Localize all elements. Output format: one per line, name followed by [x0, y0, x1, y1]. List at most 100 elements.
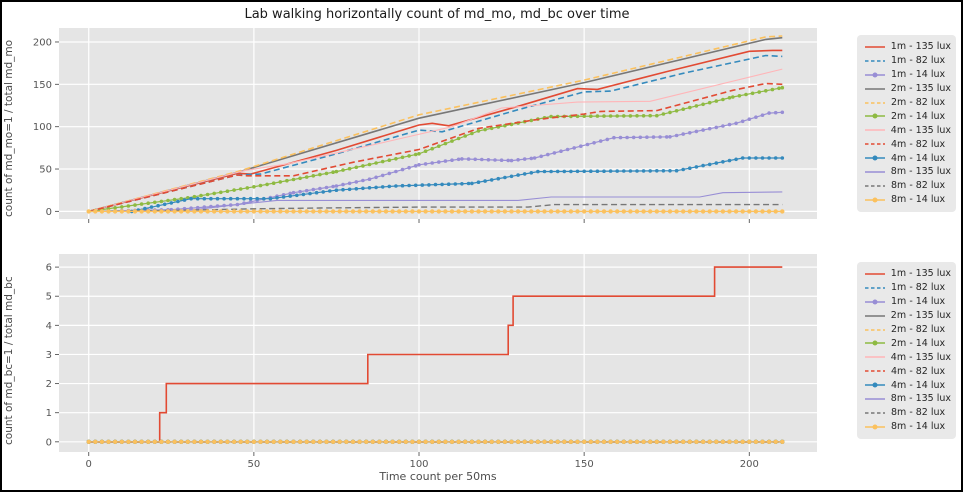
series-marker — [437, 144, 441, 148]
legend-line-sample — [865, 129, 885, 131]
series-line — [88, 191, 783, 212]
series-marker — [482, 209, 488, 214]
series-marker — [288, 191, 293, 196]
legend-line-sample — [865, 382, 885, 388]
series-marker — [126, 204, 131, 208]
series-marker — [413, 152, 418, 157]
series-marker — [298, 189, 302, 194]
legend-line-sample — [865, 185, 885, 187]
series-marker — [205, 439, 210, 444]
series-marker — [625, 135, 629, 140]
series-marker — [727, 158, 732, 163]
series-marker — [559, 149, 563, 153]
y-tick-label: 0 — [46, 207, 52, 218]
series-marker — [278, 180, 283, 184]
chart-title: Lab walking horizontally count of md_mo,… — [244, 7, 630, 22]
series-marker — [588, 209, 593, 214]
legend-label: 2m - 14 lux — [891, 337, 946, 349]
series-marker — [324, 209, 329, 214]
series-marker — [231, 209, 237, 214]
series-marker — [449, 439, 455, 444]
series-marker — [598, 139, 603, 143]
series-marker — [754, 156, 758, 160]
series-marker — [674, 133, 679, 138]
series-marker — [750, 91, 755, 96]
series-marker — [548, 209, 554, 214]
legend-item: 4m - 135 lux — [864, 123, 951, 137]
series-marker — [766, 439, 772, 444]
series-marker — [727, 209, 732, 214]
series-marker — [436, 209, 441, 214]
series-marker — [139, 202, 144, 206]
x-tick-label: 200 — [740, 459, 759, 470]
legend-label: 1m - 135 lux — [890, 268, 951, 280]
series-marker — [430, 439, 435, 444]
series-marker — [324, 439, 329, 444]
series-marker — [661, 112, 666, 116]
series-marker — [694, 129, 699, 134]
series-marker — [701, 163, 705, 168]
series-marker — [734, 157, 738, 162]
series-marker — [721, 124, 725, 128]
legend-line-sample — [865, 46, 885, 48]
series-marker — [532, 156, 537, 160]
series-marker — [453, 182, 458, 186]
legend-label: 4m - 14 lux — [891, 152, 946, 164]
legend-item: 2m - 135 lux — [864, 309, 951, 323]
series-marker — [654, 439, 659, 444]
series-marker — [119, 209, 125, 214]
series-marker — [562, 209, 567, 214]
series-marker — [222, 196, 226, 201]
series-marker — [737, 94, 742, 98]
series-marker — [780, 110, 785, 115]
legend-label: 2m - 14 lux — [891, 110, 946, 122]
series-marker — [106, 209, 111, 214]
series-marker — [747, 439, 752, 444]
series-marker — [374, 185, 378, 190]
series-marker — [364, 209, 369, 214]
series-marker — [407, 165, 411, 170]
series-marker — [156, 203, 160, 208]
series-marker — [225, 209, 230, 214]
series-marker — [509, 439, 514, 444]
y-tick-label: 3 — [46, 350, 52, 361]
series-marker — [582, 439, 587, 444]
series-marker — [668, 169, 672, 173]
series-marker — [99, 439, 105, 444]
series-line — [88, 54, 783, 213]
series-marker — [589, 169, 593, 173]
series-marker — [658, 135, 662, 139]
series-marker — [714, 209, 719, 214]
series-marker — [687, 209, 692, 214]
legend-label: 4m - 135 lux — [890, 351, 951, 363]
legend-line-sample — [865, 398, 885, 400]
series-marker — [549, 114, 553, 119]
x-tick-label: 0 — [86, 459, 92, 470]
series-marker — [595, 209, 600, 214]
series-marker — [437, 160, 441, 164]
series-marker — [463, 134, 468, 138]
series-marker — [654, 209, 659, 214]
series-marker — [585, 142, 590, 147]
series-marker — [764, 89, 768, 93]
series-marker — [380, 159, 385, 164]
series-marker — [334, 184, 339, 188]
series-marker — [297, 439, 303, 444]
series-marker — [433, 182, 438, 187]
series-marker — [579, 144, 583, 148]
series-marker — [687, 439, 692, 444]
series-marker — [232, 188, 236, 192]
legend-item: 2m - 135 lux — [864, 82, 951, 96]
legend-item: 4m - 82 lux — [864, 364, 951, 378]
series-marker — [780, 156, 785, 160]
series-marker — [740, 439, 745, 444]
series-marker — [146, 201, 150, 205]
series-marker — [549, 169, 553, 174]
series-marker — [480, 157, 484, 162]
series-marker — [347, 187, 352, 192]
series-marker — [589, 114, 593, 118]
series-marker — [535, 209, 541, 214]
series-marker — [542, 169, 547, 174]
series-marker — [291, 190, 296, 195]
series-marker — [423, 149, 428, 153]
